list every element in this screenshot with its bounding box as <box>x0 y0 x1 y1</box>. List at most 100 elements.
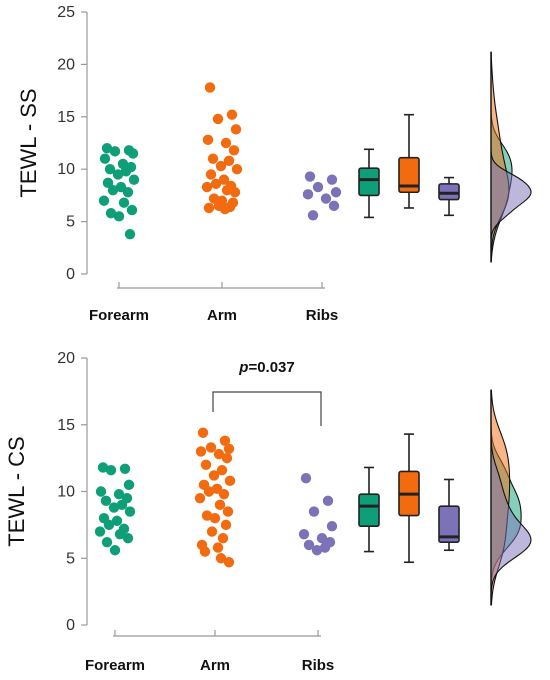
box-iqr <box>438 505 460 544</box>
data-point <box>223 557 235 568</box>
data-point <box>97 462 109 473</box>
data-point <box>126 204 138 216</box>
data-point <box>205 442 217 453</box>
y-tick-label: 0 <box>66 266 75 283</box>
p-symbol: p <box>238 359 248 376</box>
y-tick-label: 15 <box>57 417 75 434</box>
data-point <box>206 526 218 537</box>
density-clouds <box>490 389 532 606</box>
box-forearm <box>358 466 380 553</box>
data-point <box>102 177 114 189</box>
data-point <box>109 545 121 556</box>
x-tick-label-ribs: Ribs <box>306 307 339 324</box>
data-point <box>114 529 126 540</box>
data-point <box>124 228 136 240</box>
data-point <box>118 197 130 208</box>
data-point <box>108 502 120 513</box>
data-point <box>228 145 240 156</box>
box-iqr <box>358 167 380 197</box>
data-point <box>111 515 123 527</box>
data-point <box>312 181 324 193</box>
data-point <box>219 203 231 215</box>
data-point <box>229 187 241 198</box>
series-arm-points <box>194 427 236 568</box>
data-point <box>304 171 316 182</box>
data-point <box>326 521 338 532</box>
data-point <box>201 181 213 193</box>
x-tick-label-arm: Arm <box>200 657 230 674</box>
data-point <box>215 160 227 172</box>
box-ribs <box>438 478 460 552</box>
data-point <box>123 479 135 491</box>
data-point <box>205 169 217 180</box>
series-forearm-points <box>94 462 136 556</box>
data-point <box>203 202 215 214</box>
density-clouds <box>490 51 532 263</box>
box-forearm <box>358 148 380 219</box>
series-ribs-points <box>302 171 342 221</box>
data-point <box>330 187 342 198</box>
data-point <box>208 470 220 481</box>
data-point <box>218 174 230 185</box>
data-point <box>320 193 332 204</box>
data-point <box>113 488 125 500</box>
data-point <box>208 193 220 204</box>
data-point <box>197 427 209 438</box>
data-point <box>216 464 228 476</box>
data-point <box>112 169 124 180</box>
y-tick-label: 10 <box>57 161 75 178</box>
data-point <box>107 184 119 196</box>
data-point <box>218 488 230 500</box>
data-point <box>195 446 207 457</box>
y-tick-label: 20 <box>57 350 75 367</box>
data-point <box>303 539 315 551</box>
y-tick-label: 5 <box>66 214 75 231</box>
data-point <box>223 443 235 454</box>
data-point <box>207 153 219 164</box>
y-axis-label: TEWL - SS <box>16 88 41 197</box>
data-point <box>221 452 233 464</box>
data-point <box>219 435 231 446</box>
data-point <box>104 164 116 175</box>
y-tick-label: 20 <box>57 56 75 73</box>
data-point <box>101 537 113 548</box>
data-point <box>223 155 235 167</box>
series-ribs-points <box>298 472 338 556</box>
data-point <box>308 506 320 517</box>
data-point <box>105 464 117 476</box>
data-point <box>119 463 131 475</box>
box-iqr <box>398 156 420 194</box>
data-point <box>116 499 128 511</box>
y-tick-label: 25 <box>57 4 75 21</box>
box-iqr <box>438 183 460 201</box>
data-point <box>215 553 227 564</box>
data-point <box>231 164 243 175</box>
data-point <box>307 210 319 221</box>
x-tick-label-arm: Arm <box>207 307 237 324</box>
data-point <box>214 499 226 511</box>
data-point <box>202 134 214 146</box>
x-tick-label-ribs: Ribs <box>302 657 335 674</box>
data-point <box>105 208 117 219</box>
data-point <box>120 166 132 177</box>
p-value-label: p=0.037 <box>238 359 294 376</box>
series-arm-points <box>201 82 243 215</box>
data-point <box>98 195 110 206</box>
data-point <box>209 513 221 524</box>
data-point <box>103 519 115 531</box>
data-point <box>99 153 111 164</box>
box-arm <box>398 433 420 564</box>
data-point <box>199 546 211 557</box>
data-point <box>94 526 106 537</box>
data-point <box>302 189 314 200</box>
data-point <box>226 109 238 120</box>
data-point <box>113 211 125 222</box>
y-tick-label: 5 <box>66 550 75 567</box>
data-point <box>100 495 112 507</box>
data-point <box>230 124 242 135</box>
box-ribs <box>438 176 460 217</box>
x-tick-label-forearm: Forearm <box>85 657 145 674</box>
data-point <box>212 113 224 125</box>
box-iqr <box>358 493 380 528</box>
x-tick-label-forearm: Forearm <box>89 307 149 324</box>
